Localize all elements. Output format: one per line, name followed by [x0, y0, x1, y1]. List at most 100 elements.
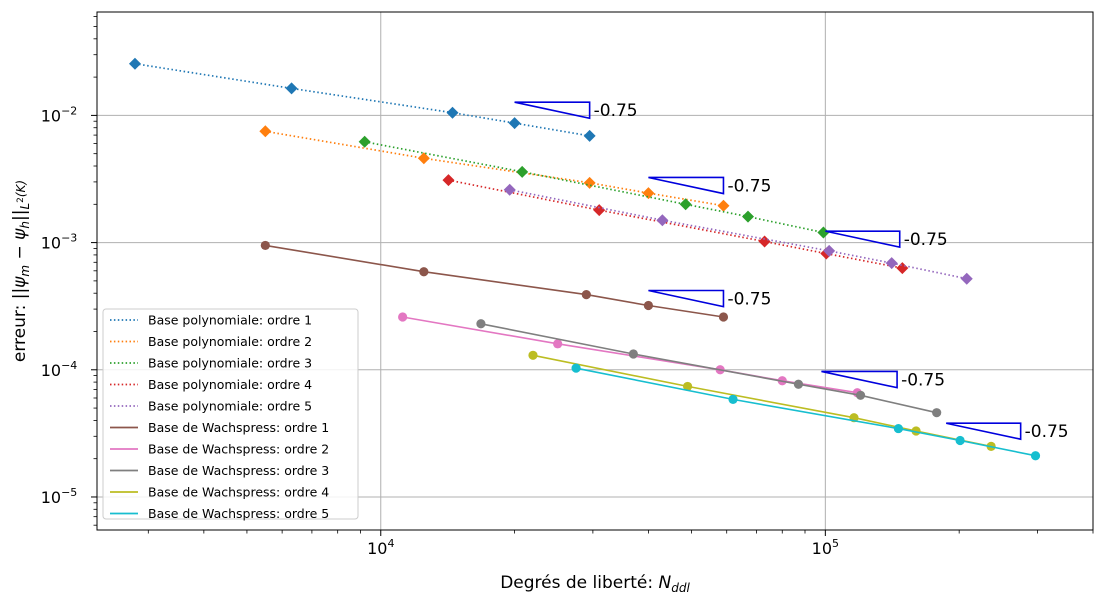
slope-triangle-shape	[648, 289, 725, 308]
data-point	[717, 199, 730, 212]
legend-label: Base polynomiale: ordre 2	[148, 334, 312, 349]
data-point	[259, 125, 272, 138]
data-point	[553, 339, 563, 349]
data-point	[932, 408, 942, 418]
x-tick-label: 105	[812, 537, 839, 558]
slope-triangle: -0.75	[514, 101, 638, 121]
data-point	[358, 135, 371, 148]
legend-label: Base polynomiale: ordre 4	[148, 377, 312, 392]
legend-label: Base de Wachspress: ordre 2	[148, 442, 329, 457]
series-line	[265, 130, 724, 207]
legend-label: Base de Wachspress: ordre 3	[148, 463, 329, 478]
data-point	[628, 349, 638, 359]
data-point	[893, 423, 904, 434]
slope-label: -0.75	[1025, 422, 1069, 442]
series-1	[128, 57, 596, 142]
plot-area	[128, 57, 1041, 461]
data-point	[911, 426, 921, 436]
data-point	[855, 390, 866, 400]
data-point	[508, 117, 521, 130]
data-point	[896, 262, 909, 275]
y-axis-label: erreur: ||ψm − ψh||L2(K)	[10, 180, 32, 362]
data-point	[683, 381, 693, 392]
slope-label: -0.75	[594, 101, 638, 121]
legend-item: Base polynomiale: ordre 1	[110, 313, 312, 328]
series-line	[509, 188, 967, 280]
data-point	[503, 183, 516, 196]
axis-ticks: 104 105 10−2 10−3 10−4 10−5	[41, 16, 1094, 558]
series-line	[364, 140, 824, 234]
legend: Base polynomiale: ordre 1 Base polynomial…	[102, 308, 359, 521]
legend-label: Base de Wachspress: ordre 4	[148, 485, 329, 500]
series-10	[571, 363, 1041, 461]
data-point	[1030, 451, 1041, 461]
legend-item: Base polynomiale: ordre 3	[110, 356, 312, 371]
slope-triangle-shape	[648, 176, 725, 195]
slope-label: -0.75	[727, 290, 771, 310]
series-9	[528, 350, 996, 451]
data-point	[643, 300, 654, 311]
data-point	[285, 82, 298, 95]
legend-item: Base de Wachspress: ordre 5	[110, 506, 329, 521]
slope-triangle: -0.75	[825, 230, 948, 250]
data-point	[442, 174, 455, 187]
series-line	[265, 244, 724, 318]
slope-triangle: -0.75	[648, 177, 771, 197]
data-point	[583, 129, 596, 142]
data-point	[728, 394, 738, 404]
series-5	[503, 183, 973, 285]
data-point	[516, 165, 529, 178]
series-line	[480, 323, 937, 414]
slope-label: -0.75	[904, 230, 948, 250]
x-axis-label: Degrés de liberté: Nddl	[500, 573, 690, 594]
x-tick-label: 104	[367, 537, 394, 558]
data-point	[758, 235, 771, 248]
slope-label: -0.75	[727, 177, 771, 197]
legend-item: Base de Wachspress: ordre 2	[110, 442, 329, 457]
y-tick-label: 10−3	[41, 232, 78, 253]
legend-item: Base polynomiale: ordre 5	[110, 399, 312, 414]
data-point	[793, 379, 804, 389]
data-point	[817, 226, 830, 239]
slope-triangle-shape	[946, 422, 1022, 441]
series-2	[259, 125, 730, 212]
y-tick-label: 10−4	[41, 359, 78, 380]
data-point	[742, 210, 755, 223]
series-8	[476, 319, 942, 418]
legend-item: Base de Wachspress: ordre 1	[110, 420, 329, 435]
data-point	[955, 435, 965, 446]
data-point	[128, 57, 141, 70]
slope-triangle-shape	[821, 370, 898, 389]
legend-label: Base de Wachspress: ordre 1	[148, 420, 329, 435]
data-point	[260, 240, 270, 251]
data-point	[581, 290, 591, 300]
data-point	[823, 244, 836, 257]
slope-triangle: -0.75	[648, 290, 771, 310]
data-point	[571, 363, 581, 373]
legend-item: Base de Wachspress: ordre 4	[110, 485, 329, 500]
data-point	[718, 312, 729, 322]
data-point	[642, 187, 655, 200]
slope-triangle-shape	[825, 230, 901, 249]
legend-label: Base polynomiale: ordre 5	[148, 399, 312, 414]
series-line	[448, 179, 903, 269]
series-line	[134, 62, 590, 137]
data-point	[593, 204, 606, 217]
slope-triangle-shape	[514, 101, 591, 120]
data-point	[476, 319, 486, 329]
data-point	[419, 267, 429, 277]
y-tick-label: 10−2	[41, 104, 78, 125]
legend-label: Base de Wachspress: ordre 5	[148, 506, 329, 521]
legend-item: Base polynomiale: ordre 4	[110, 377, 312, 392]
data-point	[446, 106, 459, 119]
y-tick-label: 10−5	[41, 486, 78, 507]
slope-label: -0.75	[901, 371, 945, 391]
series-line	[575, 367, 1036, 457]
legend-item: Base de Wachspress: ordre 3	[110, 463, 329, 478]
data-point	[679, 198, 692, 211]
data-point	[417, 152, 430, 165]
data-point	[656, 214, 669, 227]
legend-box	[102, 308, 359, 520]
data-point	[583, 176, 596, 189]
